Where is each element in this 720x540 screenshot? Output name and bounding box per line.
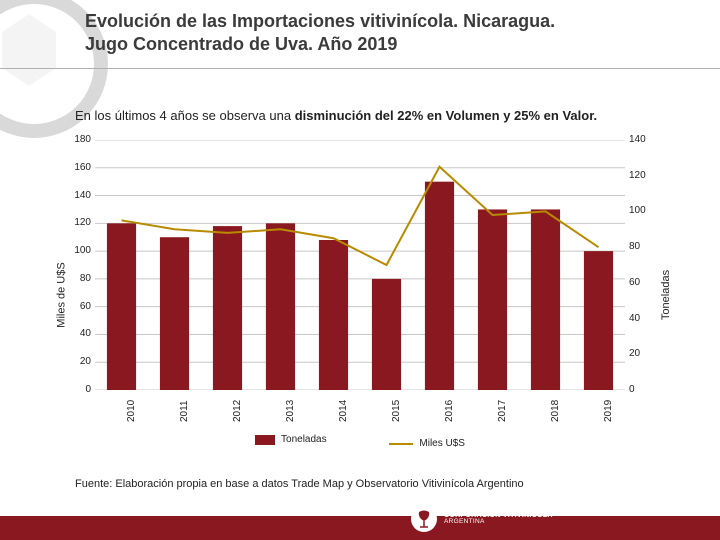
bar [319, 240, 348, 390]
y-axis-right-label: Toneladas [660, 270, 672, 320]
title-underline [0, 68, 720, 69]
legend-bar-swatch-icon [255, 435, 275, 445]
legend-bars: Toneladas [255, 434, 327, 445]
wine-logo-icon [410, 505, 438, 533]
footer-logo-text: CORPORACION VITIVINICOLA ARGENTINA [444, 512, 553, 526]
y-tick-right: 40 [629, 313, 655, 324]
y-tick-right: 0 [629, 384, 655, 395]
x-tick: 2019 [603, 400, 614, 422]
plot-area [95, 140, 625, 390]
y-tick-right: 140 [629, 134, 655, 145]
x-tick: 2012 [232, 400, 243, 422]
source-note: Fuente: Elaboración propia en base a dat… [75, 478, 524, 490]
bar [160, 237, 189, 390]
y-tick-right: 100 [629, 205, 655, 216]
y-tick-left: 0 [65, 384, 91, 395]
x-tick: 2018 [550, 400, 561, 422]
x-tick: 2011 [179, 400, 190, 422]
bar [425, 182, 454, 390]
line-series [122, 167, 599, 265]
title-line-1: Evolución de las Importaciones vitiviníc… [85, 11, 555, 31]
y-tick-right: 120 [629, 170, 655, 181]
chart: Miles de U$S Toneladas 02040608010012014… [35, 140, 685, 450]
bar [107, 223, 136, 390]
subtitle: En los últimos 4 años se observa una dis… [75, 108, 695, 123]
plot-svg [95, 140, 625, 390]
y-tick-left: 40 [65, 328, 91, 339]
x-tick: 2010 [126, 400, 137, 422]
bar [213, 226, 242, 390]
x-tick: 2017 [497, 400, 508, 422]
y-tick-left: 120 [65, 217, 91, 228]
subtitle-bold: disminución del 22% en Volumen y 25% en … [295, 108, 597, 123]
title-line-2: Jugo Concentrado de Uva. Año 2019 [85, 34, 397, 54]
bar [531, 209, 560, 390]
y-tick-left: 100 [65, 245, 91, 256]
y-tick-left: 180 [65, 134, 91, 145]
bar [372, 279, 401, 390]
y-tick-right: 80 [629, 241, 655, 252]
x-tick: 2013 [285, 400, 296, 422]
y-tick-left: 20 [65, 356, 91, 367]
y-tick-right: 60 [629, 277, 655, 288]
footer-logo-line2: ARGENTINA [444, 519, 553, 526]
y-tick-left: 80 [65, 273, 91, 284]
x-tick: 2014 [338, 400, 349, 422]
y-tick-right: 20 [629, 348, 655, 359]
page-title: Evolución de las Importaciones vitiviníc… [85, 10, 685, 57]
legend-line: Miles U$S [389, 438, 465, 449]
footer-logo: CORPORACION VITIVINICOLA ARGENTINA [410, 504, 610, 534]
footer-bar [0, 516, 720, 540]
x-tick: 2016 [444, 400, 455, 422]
legend: Toneladas Miles U$S [35, 434, 685, 449]
bar [584, 251, 613, 390]
y-tick-left: 160 [65, 162, 91, 173]
bar [478, 209, 507, 390]
legend-line-label: Miles U$S [419, 438, 465, 449]
x-tick: 2015 [391, 400, 402, 422]
subtitle-plain: En los últimos 4 años se observa una [75, 108, 295, 123]
y-tick-left: 60 [65, 301, 91, 312]
legend-bars-label: Toneladas [281, 434, 327, 445]
y-tick-left: 140 [65, 190, 91, 201]
legend-line-swatch-icon [389, 443, 413, 445]
bar [266, 223, 295, 390]
